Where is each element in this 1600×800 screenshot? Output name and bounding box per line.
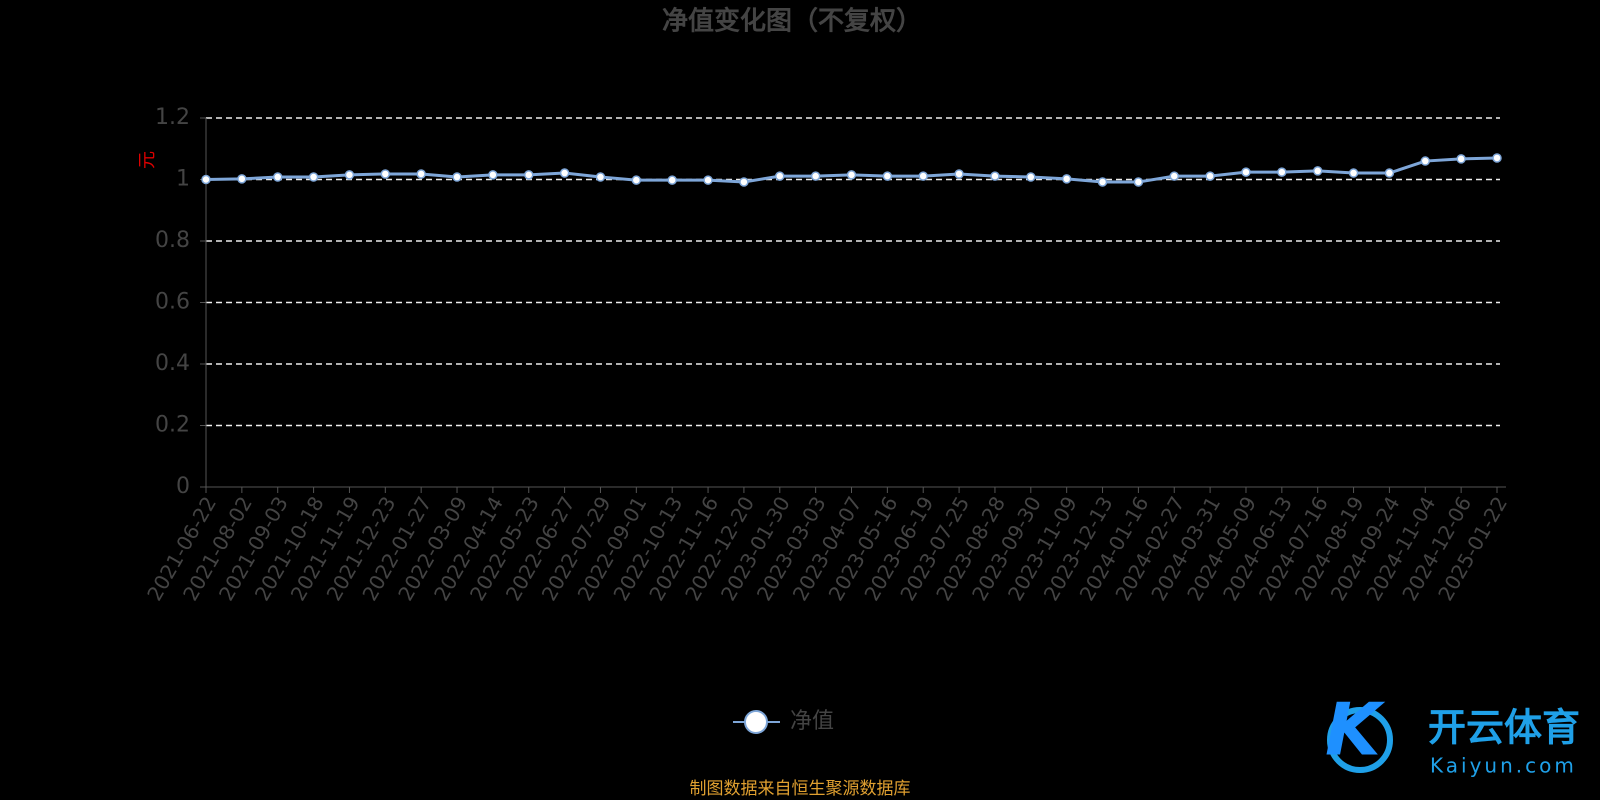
point: [1384, 168, 1395, 178]
point: [1133, 177, 1144, 187]
point: [810, 171, 821, 181]
y-tick-label: 0.8: [155, 228, 190, 253]
y-tick-label: 1: [176, 167, 190, 192]
point: [416, 169, 426, 179]
chart-title: 净值变化图（不复权）: [662, 6, 922, 37]
y-axis-label: 元: [137, 151, 158, 169]
point: [918, 171, 928, 181]
point: [201, 174, 211, 185]
y-tick-label: 0.2: [155, 413, 190, 438]
point: [1169, 171, 1179, 181]
point: [1348, 168, 1359, 178]
point: [308, 172, 319, 182]
point: [344, 170, 355, 180]
point: [1492, 153, 1502, 163]
point: [667, 175, 677, 185]
point: [882, 171, 893, 181]
point: [1205, 171, 1215, 181]
watermark-brand: 开云体育: [1428, 706, 1580, 750]
logo-k: K: [1325, 688, 1386, 772]
point: [631, 175, 642, 185]
point: [954, 169, 964, 179]
point: [1456, 154, 1466, 164]
logo-ring: [1327, 707, 1393, 773]
y-tick-label: 0: [176, 474, 190, 499]
point: [775, 171, 785, 181]
point: [1312, 166, 1323, 176]
point: [703, 175, 713, 185]
watermark: K 开云体育 Kaiyun.com: [1325, 688, 1580, 778]
point: [524, 170, 534, 180]
point: [1420, 156, 1431, 166]
source-note: 制图数据来自恒生聚源数据库: [690, 779, 911, 799]
point: [846, 170, 857, 180]
legend-label: 净值: [790, 709, 834, 734]
point: [559, 168, 570, 178]
y-tick-label: 1.2: [155, 105, 190, 130]
y-tick-label: 0.6: [155, 290, 190, 315]
point: [1026, 172, 1036, 182]
point: [990, 171, 1000, 181]
point: [272, 172, 283, 182]
point: [488, 170, 498, 180]
point: [1061, 174, 1072, 184]
point: [237, 174, 247, 184]
point: [1277, 167, 1287, 177]
y-tick-label: 0.4: [155, 351, 190, 376]
legend-marker: [744, 710, 768, 734]
point: [1097, 177, 1108, 187]
point: [1241, 167, 1251, 177]
watermark-site: Kaiyun.com: [1430, 754, 1577, 778]
point: [380, 169, 391, 179]
point: [452, 172, 462, 182]
point: [595, 172, 606, 182]
point: [739, 177, 749, 187]
